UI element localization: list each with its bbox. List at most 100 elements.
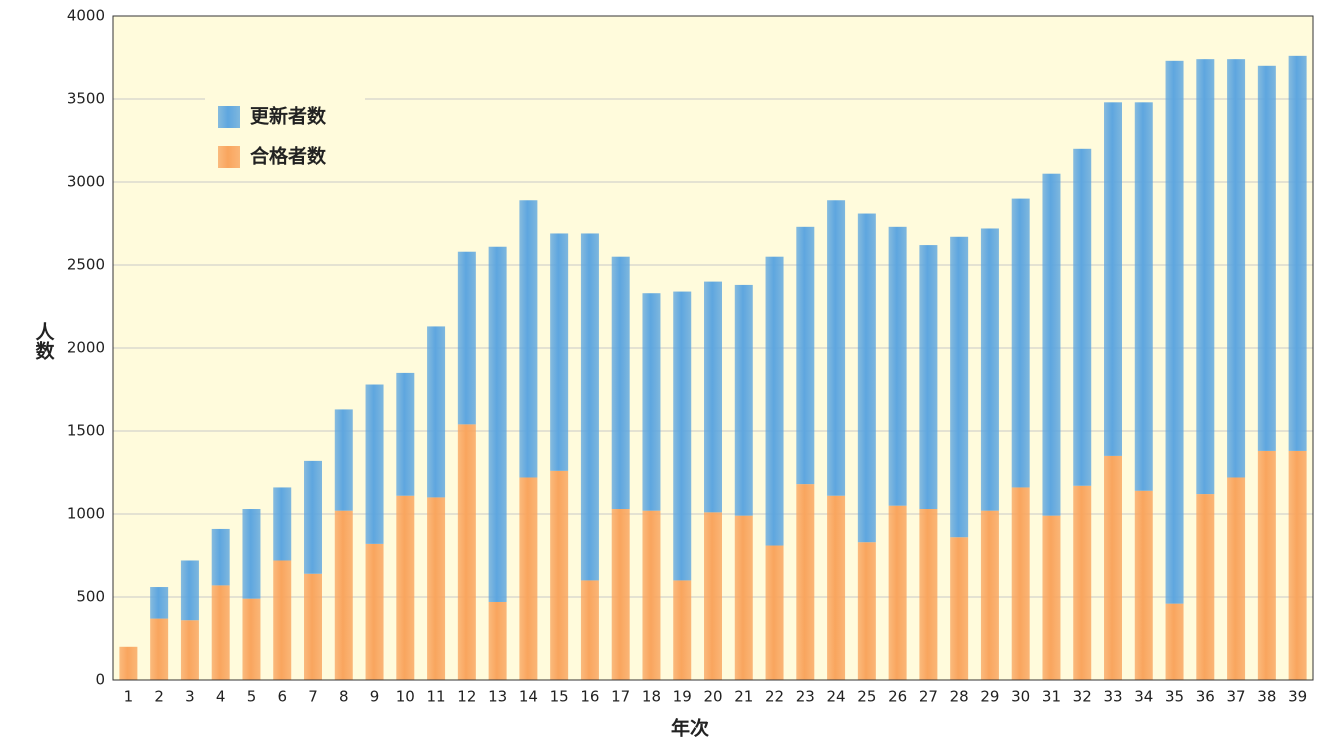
bar-segment — [304, 460, 322, 574]
x-tick-label: 34 — [1134, 688, 1153, 706]
bar-segment — [1042, 515, 1061, 680]
bar-segment — [396, 495, 415, 680]
bar-segment — [550, 470, 569, 680]
y-tick-label: 500 — [76, 588, 105, 606]
bar-segment — [1227, 477, 1246, 680]
y-tick-label: 1000 — [67, 505, 105, 523]
bar-segment — [734, 515, 753, 680]
x-tick-label: 30 — [1011, 688, 1030, 706]
bar-segment — [1134, 490, 1153, 680]
x-tick-label: 11 — [427, 688, 446, 706]
x-tick-label: 24 — [827, 688, 846, 706]
bar-segment — [704, 281, 722, 513]
bar-segment — [334, 510, 353, 680]
bar-segment — [1196, 59, 1215, 495]
bar-segment — [734, 284, 753, 516]
x-tick-label: 7 — [308, 688, 318, 706]
x-tick-label: 12 — [457, 688, 476, 706]
bar-segment — [273, 560, 292, 680]
bar-segment — [673, 291, 692, 581]
bar-segment — [796, 484, 815, 680]
bar-segment — [488, 601, 507, 680]
x-tick-label: 5 — [247, 688, 257, 706]
y-tick-label: 4000 — [67, 7, 105, 25]
bar-segment — [180, 620, 199, 680]
x-tick-label: 14 — [519, 688, 538, 706]
x-tick-label: 1 — [124, 688, 134, 706]
x-tick-label: 9 — [370, 688, 380, 706]
bar-segment — [888, 226, 907, 506]
x-tick-label: 29 — [980, 688, 999, 706]
x-axis-label: 年次 — [671, 717, 709, 740]
bar-segment — [919, 509, 938, 680]
bar-segment — [611, 256, 630, 510]
bar-segment — [427, 497, 446, 680]
y-axis-label: 人数 — [33, 322, 55, 361]
bar-segment — [857, 213, 876, 543]
bar-segment — [457, 251, 476, 425]
bar-segment — [242, 509, 261, 599]
bar-segment — [642, 293, 661, 511]
x-tick-label: 19 — [673, 688, 692, 706]
bar-segment — [365, 384, 384, 544]
x-tick-label: 20 — [703, 688, 722, 706]
y-tick-label: 2000 — [67, 339, 105, 357]
bar-segment — [550, 233, 569, 471]
bar-segment — [211, 585, 230, 680]
bar-segment — [1288, 450, 1307, 680]
y-tick-label: 3500 — [67, 90, 105, 108]
bar-segment — [1011, 487, 1030, 680]
bar-segment — [580, 580, 599, 680]
bar-segment — [304, 573, 322, 680]
bar-segment — [1073, 485, 1092, 680]
bar-segment — [1011, 198, 1030, 488]
x-tick-label: 25 — [857, 688, 876, 706]
legend-label: 更新者数 — [250, 105, 327, 128]
x-tick-label: 39 — [1288, 688, 1307, 706]
x-tick-label: 10 — [396, 688, 415, 706]
bar-segment — [827, 495, 846, 680]
bar-segment — [427, 326, 446, 498]
bar-segment — [519, 477, 538, 680]
bar-segment — [642, 510, 661, 680]
bar-segment — [1104, 455, 1122, 680]
x-tick-label: 32 — [1073, 688, 1092, 706]
bar-segment — [180, 560, 199, 621]
x-tick-label: 4 — [216, 688, 226, 706]
x-tick-label: 35 — [1165, 688, 1184, 706]
bar-segment — [1257, 450, 1276, 680]
x-tick-label: 15 — [550, 688, 569, 706]
bar-segment — [1257, 65, 1276, 451]
x-tick-label: 13 — [488, 688, 507, 706]
y-tick-label: 3000 — [67, 173, 105, 191]
x-tick-label: 22 — [765, 688, 784, 706]
x-tick-label: 33 — [1103, 688, 1122, 706]
bar-segment — [611, 509, 630, 680]
x-tick-label: 18 — [642, 688, 661, 706]
bar-segment — [950, 537, 969, 680]
bar-segment — [119, 646, 138, 680]
x-tick-label: 21 — [734, 688, 753, 706]
x-tick-label: 3 — [185, 688, 195, 706]
bar-segment — [950, 236, 969, 538]
x-tick-label: 8 — [339, 688, 349, 706]
bar-segment — [1104, 102, 1122, 456]
x-tick-label: 6 — [277, 688, 287, 706]
bar-segment — [1134, 102, 1153, 491]
bar-segment — [1073, 148, 1092, 486]
bar-segment — [765, 256, 784, 546]
legend-swatch — [218, 146, 240, 168]
x-tick-label: 31 — [1042, 688, 1061, 706]
bar-segment — [334, 409, 353, 511]
x-tick-label: 36 — [1196, 688, 1215, 706]
x-tick-label: 37 — [1227, 688, 1246, 706]
y-tick-label: 0 — [95, 671, 105, 689]
x-tick-label: 23 — [796, 688, 815, 706]
bar-segment — [519, 200, 538, 478]
bar-segment — [1288, 55, 1307, 451]
bar-segment — [704, 512, 722, 680]
bar-segment — [150, 587, 169, 619]
bar-segment — [273, 487, 292, 561]
